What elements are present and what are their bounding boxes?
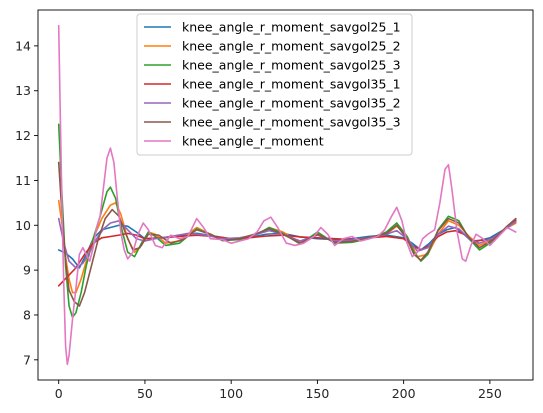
series-line-7 bbox=[57, 24, 517, 366]
y-tick-label: 12 bbox=[15, 128, 31, 143]
legend-label: knee_angle_r_moment_savgol35_2 bbox=[182, 96, 401, 111]
y-tick-label: 13 bbox=[15, 83, 31, 98]
legend-label: knee_angle_r_moment_savgol25_1 bbox=[182, 20, 401, 35]
x-tick-label: 50 bbox=[137, 386, 153, 401]
y-tick-label: 11 bbox=[15, 173, 31, 188]
legend-box bbox=[136, 13, 413, 156]
plot-frame bbox=[37, 9, 534, 381]
y-tick-label: 10 bbox=[15, 218, 31, 233]
x-tick-label: 100 bbox=[219, 386, 243, 401]
x-tick-label: 150 bbox=[305, 386, 329, 401]
legend-label: knee_angle_r_moment_savgol25_3 bbox=[182, 58, 401, 73]
legend-label: knee_angle_r_moment bbox=[182, 134, 324, 149]
y-tick-label: 9 bbox=[23, 263, 31, 278]
y-axis: 7 8 9 10 11 12 13 14 bbox=[15, 38, 38, 367]
x-tick-label: 250 bbox=[478, 386, 502, 401]
legend-label: knee_angle_r_moment_savgol35_1 bbox=[182, 77, 401, 92]
x-tick-label: 200 bbox=[392, 386, 416, 401]
y-tick-label: 14 bbox=[15, 38, 31, 53]
legend-label: knee_angle_r_moment_savgol35_3 bbox=[182, 115, 401, 130]
y-tick-label: 7 bbox=[23, 352, 31, 367]
legend-label: knee_angle_r_moment_savgol25_2 bbox=[182, 39, 401, 54]
series-layer bbox=[57, 24, 517, 366]
y-tick-label: 8 bbox=[23, 307, 31, 322]
x-axis: 0 50 100 150 200 250 bbox=[55, 380, 502, 401]
series-line-6 bbox=[57, 161, 517, 307]
x-tick-label: 0 bbox=[55, 386, 63, 401]
legend: knee_angle_r_moment_savgol25_1 knee_angle… bbox=[136, 13, 413, 156]
